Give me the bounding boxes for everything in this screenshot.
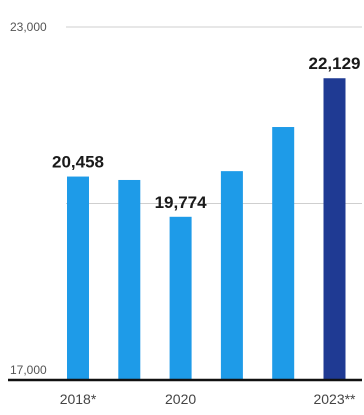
x-tick-label: 2018*	[60, 391, 97, 407]
y-tick-label: 17,000	[10, 363, 47, 377]
bar-2020	[169, 216, 192, 380]
x-tick-label: 2020	[165, 391, 196, 407]
data-label: 22,129	[309, 54, 361, 73]
bar-2022	[272, 127, 295, 381]
bars	[67, 78, 346, 381]
bar-2023	[323, 78, 346, 380]
x-tick-label: 2023**	[313, 391, 356, 407]
x-axis-tick-labels: 2018* 2020 2023**	[60, 391, 356, 407]
data-labels: 20,458 19,774 22,129	[52, 54, 361, 212]
y-axis-tick-labels: 23,000 17,000	[10, 20, 47, 377]
bar-2018	[67, 176, 89, 380]
bar-2021	[220, 171, 243, 380]
gridlines	[66, 26, 362, 204]
data-label: 19,774	[155, 193, 208, 212]
bar-2019	[118, 179, 141, 380]
data-label: 20,458	[52, 153, 104, 172]
y-tick-label: 23,000	[10, 20, 47, 34]
